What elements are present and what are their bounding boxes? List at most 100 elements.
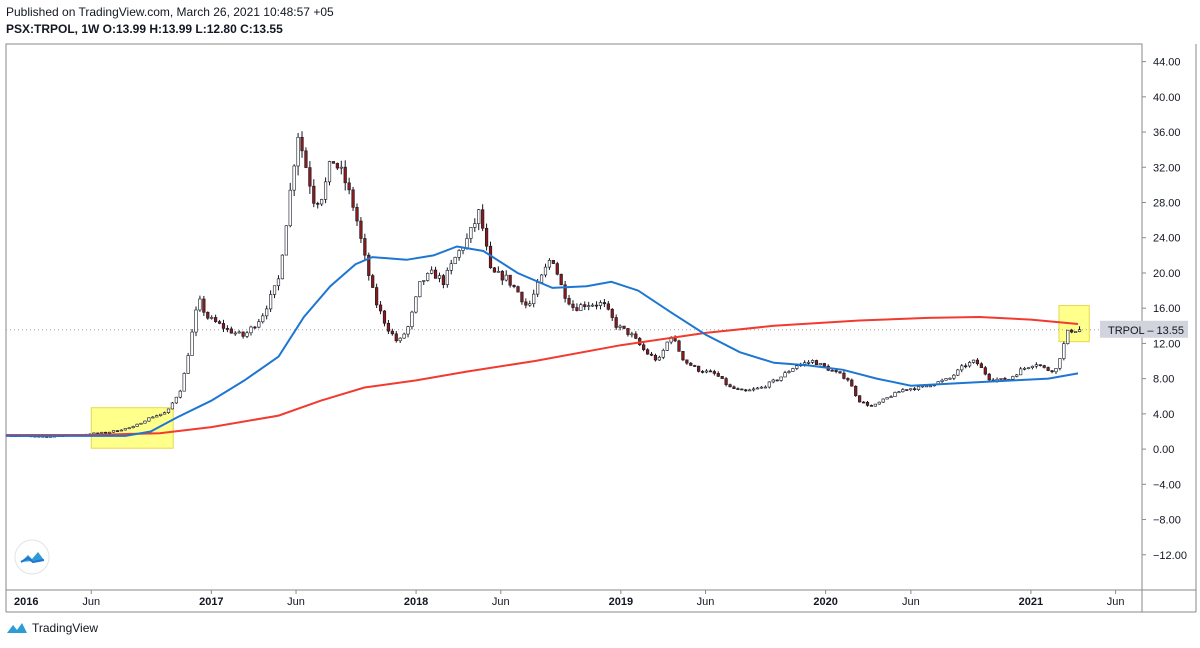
candle-body [1038,364,1042,366]
candle-body [720,376,724,379]
price-tag-background [1100,320,1188,338]
candle-body [276,278,281,287]
candle-body [909,388,913,391]
candle-body [135,423,139,427]
candle-body [394,333,398,342]
y-tick-label: −8.00 [1153,515,1181,527]
candle-body [583,304,587,307]
candle-body [162,412,167,415]
candle-body [736,388,740,390]
plot-area[interactable] [5,43,1197,613]
y-tick-label: 20.00 [1153,268,1181,280]
candle-body [834,370,838,372]
candle-body [775,379,779,382]
candle-body [312,185,316,204]
candle-body [559,273,563,286]
price-tag-label: TRPOL – 13.55 [1108,325,1184,337]
candle-body [245,332,249,337]
candle-body [375,287,379,306]
candle-body [1046,367,1050,371]
candle-body [1030,365,1035,368]
candle-body [712,371,716,374]
candle-body [850,379,854,387]
candle-body [614,317,618,328]
candle-body [206,311,210,319]
y-tick-label: 8.00 [1153,374,1174,386]
candle-body [426,273,430,281]
candle-body [1066,329,1070,344]
candle-body [622,325,626,329]
candle-body [716,373,720,377]
candle-body [1011,376,1015,380]
candle-body [960,365,964,371]
candle-body [602,302,606,305]
candle-body [127,427,131,430]
candle-body [210,317,214,319]
candle-body [107,431,112,434]
candle-body [390,330,394,335]
candle-body [465,238,469,249]
candle-body [355,207,359,222]
candle-body [323,181,328,200]
x-tick-label: Jun [492,596,510,608]
candle-body [261,315,265,323]
candle-body [217,321,222,324]
candle-body [331,161,336,164]
candle-body [783,372,787,378]
candle-body [818,363,822,366]
candle-body [858,395,862,403]
y-tick-label: −12.00 [1153,550,1187,562]
candle-body [371,275,375,288]
candle-body [186,355,190,374]
candle-body [214,317,218,322]
y-tick-label: 12.00 [1153,338,1181,350]
candle-body [724,378,728,385]
candle-body [469,227,473,239]
candle-body [504,274,508,281]
candle-body [198,298,202,311]
footer-brand-label: TradingView [32,621,99,635]
candle-body [591,304,595,307]
candle-body [229,328,233,334]
candle-body [913,388,917,390]
candle-body [367,254,371,276]
candle-body [956,369,960,376]
candle-body [406,326,410,335]
candle-body [1054,368,1058,373]
candle-body [445,270,449,285]
candle-body [728,384,732,388]
candle-body [708,370,713,373]
candle-body [155,415,159,418]
y-tick-label: −4.00 [1153,479,1181,491]
candle-body [288,189,292,227]
candle-body [598,302,603,306]
candle-body [1050,370,1054,373]
candle-body [1042,365,1046,368]
price-axis[interactable]: 44.00 40.00 36.00 32.00 28.00 24.00 20.00 16.00… [1142,57,1187,562]
candle-body [304,150,308,168]
candle-body [1026,367,1031,369]
candle-body [402,333,406,339]
candle-body [1077,329,1082,332]
candle-body [194,309,198,333]
candle-body [386,322,391,332]
footer-brand[interactable]: TradingView [6,621,98,635]
y-tick-label: 40.00 [1153,92,1181,104]
candle-body [335,163,339,169]
x-tick-label: Jun [902,596,920,608]
candle-body [524,301,528,306]
candle-body [343,166,347,184]
tradingview-logo-icon [7,623,27,633]
moving-average-short-line [6,245,1079,437]
candlesticks [5,131,1082,438]
candle-body [594,304,599,307]
candle-body [233,332,237,335]
candle-body [418,281,422,298]
time-axis[interactable]: 2016 Jun 2017 Jun 2018 Jun 2019 Jun 2020 Jun 2021 J… [5,590,1125,608]
x-tick-label: Jun [1107,596,1125,608]
candle-body [378,304,383,312]
candle-body [190,331,194,356]
candle-body [677,340,681,352]
candle-body [398,337,402,342]
